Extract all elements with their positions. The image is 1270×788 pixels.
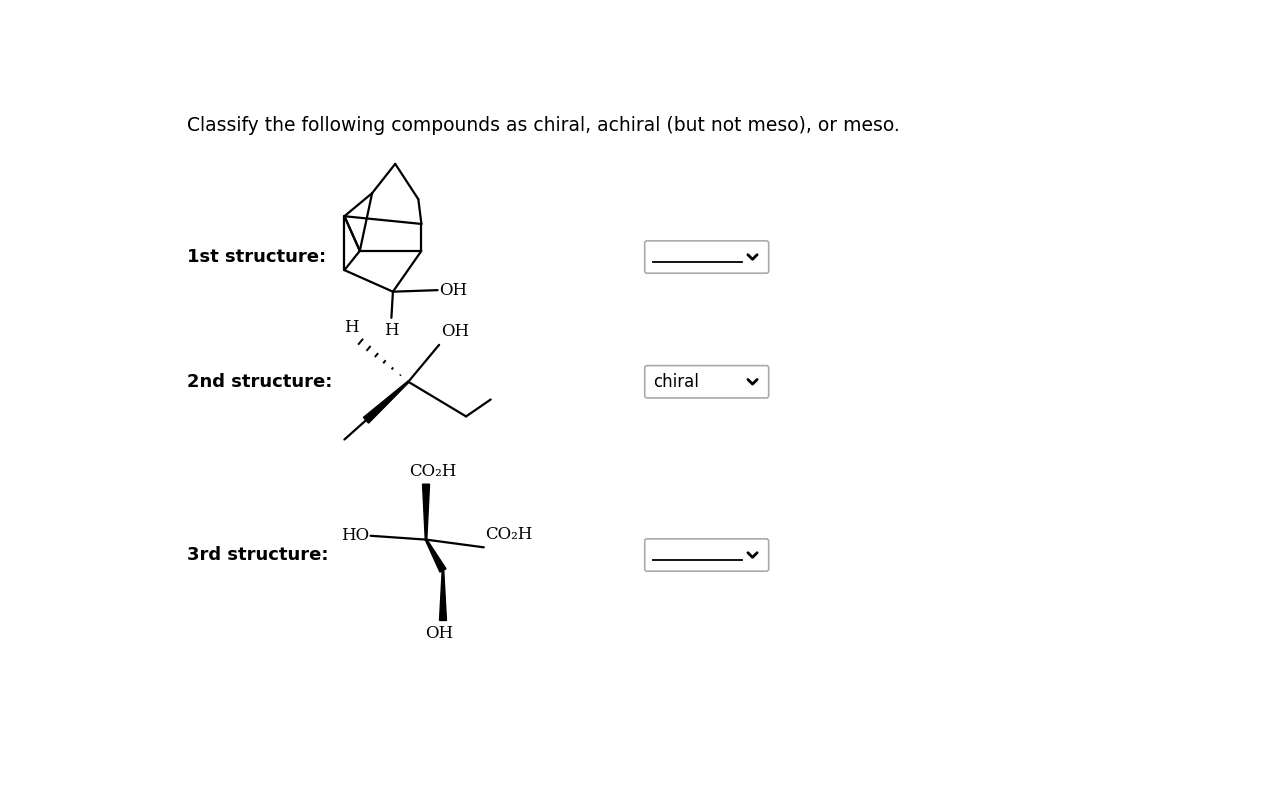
Text: CO₂H: CO₂H [485,526,532,544]
FancyBboxPatch shape [645,539,768,571]
Text: H: H [384,322,399,340]
Text: OH: OH [425,625,453,642]
Text: OH: OH [441,323,469,340]
Polygon shape [423,484,429,540]
Text: 3rd structure:: 3rd structure: [187,546,328,564]
FancyBboxPatch shape [645,241,768,273]
Text: H: H [344,318,359,336]
Text: chiral: chiral [653,373,698,391]
Text: 1st structure:: 1st structure: [187,248,325,266]
Text: CO₂H: CO₂H [409,463,456,480]
Polygon shape [425,539,446,572]
Text: Classify the following compounds as chiral, achiral (but not meso), or meso.: Classify the following compounds as chir… [187,116,899,135]
Polygon shape [363,381,409,423]
Polygon shape [439,571,447,620]
Text: 2nd structure:: 2nd structure: [187,373,331,391]
FancyBboxPatch shape [645,366,768,398]
Text: OH: OH [439,281,467,299]
Text: HO: HO [340,527,370,545]
